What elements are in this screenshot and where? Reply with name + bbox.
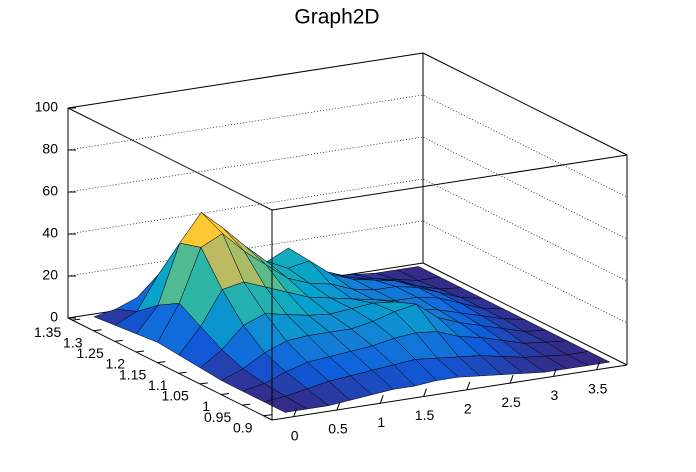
x-tick-label: 1	[377, 414, 385, 430]
y-tick	[199, 382, 208, 385]
y-tick-label: 1.15	[119, 366, 146, 382]
grid-line	[67, 136, 628, 240]
x-tick-label: 3	[551, 387, 559, 403]
surface	[93, 212, 611, 413]
x-tick	[379, 395, 384, 404]
y-tick-label: 1	[202, 398, 210, 414]
x-tick-label: 0.5	[328, 421, 348, 437]
x-tick	[552, 368, 557, 377]
grid-line	[67, 52, 628, 156]
y-tick-label: 1.05	[162, 388, 189, 404]
grid-line	[67, 178, 628, 282]
x-tick	[423, 388, 427, 397]
y-tick	[114, 339, 123, 342]
x-tick-label: 1.5	[415, 407, 435, 423]
y-tick	[220, 393, 230, 395]
box-edge	[67, 52, 424, 109]
chart-title: Graph2D	[294, 6, 379, 29]
y-tick-label: 1.1	[148, 377, 168, 393]
y-tick	[157, 361, 166, 364]
surface-cell	[263, 396, 308, 413]
y-tick	[263, 414, 272, 417]
z-tick-label: 100	[35, 99, 59, 115]
z-tick-label: 0	[50, 309, 58, 325]
grid-line	[67, 94, 628, 198]
box-edge	[67, 107, 273, 211]
x-tick-label: 2	[464, 401, 472, 417]
y-tick-label: 1.2	[106, 356, 126, 372]
x-tick-label: 2.5	[501, 394, 521, 410]
x-tick	[466, 381, 471, 390]
z-tick-label: 40	[42, 225, 58, 241]
x-tick-label: 3.5	[588, 380, 608, 396]
y-tick-label: 1.35	[34, 324, 61, 340]
y-tick	[242, 403, 251, 406]
y-tick	[135, 350, 145, 353]
y-tick-label: 0.9	[233, 419, 253, 435]
box-edge	[422, 52, 628, 156]
y-tick-label: 1.3	[63, 334, 83, 350]
x-axis	[271, 364, 628, 421]
y-tick	[178, 371, 187, 374]
x-tick	[509, 374, 514, 384]
y-tick-label: 1.25	[77, 345, 104, 361]
y-tick	[72, 318, 81, 321]
z-tick-label: 60	[42, 183, 58, 199]
x-tick	[293, 408, 298, 417]
z-tick-label: 80	[42, 141, 58, 157]
box-edge	[271, 154, 628, 211]
x-tick	[336, 401, 341, 411]
y-tick	[93, 329, 102, 332]
x-tick	[596, 361, 601, 370]
x-tick-label: 0	[291, 427, 299, 443]
y-tick-label: 0.95	[204, 409, 231, 425]
y-axis	[67, 317, 273, 421]
box-edge	[422, 262, 628, 366]
z-tick-label: 20	[42, 267, 58, 283]
